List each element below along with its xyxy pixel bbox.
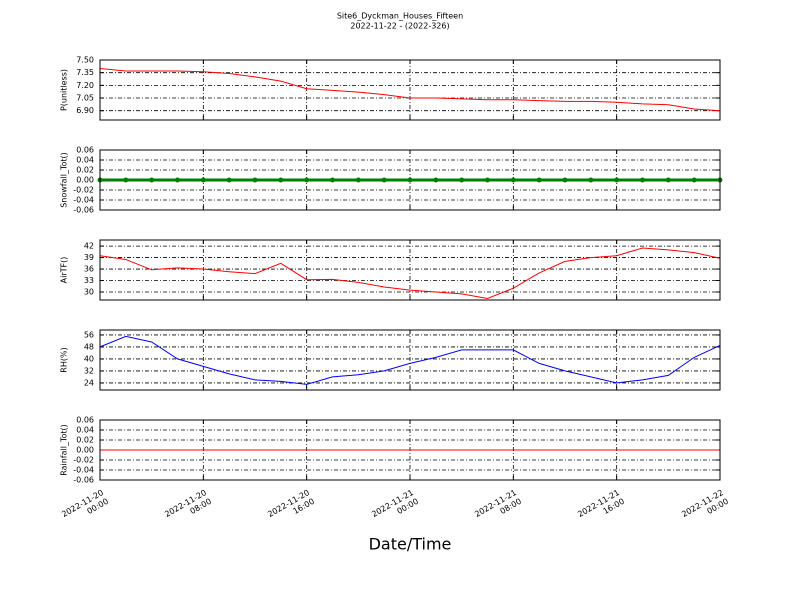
chart-title: Site6_Dyckman_Houses_Fifteen — [337, 12, 463, 21]
y-tick-label: -0.04 — [73, 466, 94, 475]
y-tick-label: 32 — [84, 366, 94, 375]
y-tick-label: 48 — [84, 342, 94, 351]
y-tick-label: 42 — [84, 242, 94, 251]
y-tick-label: 0.00 — [76, 176, 94, 185]
y-tick-label: 30 — [84, 287, 94, 296]
data-point — [665, 177, 671, 183]
data-point — [252, 177, 258, 183]
data-point — [510, 177, 516, 183]
plot-frame — [99, 329, 721, 391]
y-tick-label: 36 — [84, 265, 94, 274]
y-axis-label: P(unitless) — [60, 69, 69, 111]
plot-frame — [99, 419, 721, 481]
data-point — [640, 177, 645, 183]
y-tick-label: 7.20 — [76, 81, 94, 90]
y-tick-label: 0.04 — [76, 426, 94, 435]
chart-subtitle: 2022-11-22 - (2022-326) — [350, 22, 449, 31]
data-point — [200, 177, 206, 183]
y-tick-label: 39 — [84, 253, 94, 262]
data-point — [536, 177, 542, 183]
y-tick-label: 0.06 — [76, 146, 94, 155]
y-tick-label: 7.50 — [76, 56, 94, 65]
y-tick-label: -0.02 — [73, 456, 94, 465]
data-point — [304, 177, 310, 183]
data-point — [278, 177, 284, 183]
data-point — [407, 177, 413, 183]
data-point — [588, 177, 594, 183]
data-point — [330, 177, 335, 183]
data-point — [123, 177, 129, 183]
y-axis-label: Snowfall_Tot() — [60, 152, 69, 208]
data-line — [99, 247, 721, 300]
y-tick-label: -0.06 — [73, 476, 94, 485]
data-point — [226, 177, 232, 183]
y-tick-label: 0.04 — [76, 156, 94, 165]
y-axis-label: RH(%) — [60, 347, 69, 372]
data-point — [175, 177, 180, 183]
data-point — [459, 177, 465, 183]
plot-frame — [99, 149, 721, 211]
data-point — [485, 177, 490, 183]
y-tick-label: 0.06 — [76, 416, 94, 425]
y-tick-label: 0.00 — [76, 446, 94, 455]
y-tick-label: 56 — [84, 330, 94, 339]
data-point — [381, 177, 387, 183]
plot-frame — [99, 59, 721, 121]
y-tick-label: -0.06 — [73, 206, 94, 215]
data-line — [99, 335, 721, 385]
data-point — [355, 177, 361, 183]
y-tick-label: -0.04 — [73, 196, 94, 205]
y-tick-label: 7.35 — [76, 68, 94, 77]
y-tick-label: 0.02 — [76, 166, 94, 175]
y-tick-label: 6.90 — [76, 106, 94, 115]
data-point — [614, 177, 620, 183]
data-point — [562, 177, 568, 183]
data-line — [99, 68, 721, 112]
y-axis-label: Rainfall_Tot() — [60, 424, 69, 476]
data-point — [433, 177, 439, 183]
y-tick-label: 33 — [84, 276, 94, 285]
y-tick-label: 7.05 — [76, 94, 94, 103]
y-tick-label: 0.02 — [76, 436, 94, 445]
y-tick-label: 40 — [84, 354, 94, 363]
plot-frame — [99, 239, 721, 301]
data-point — [149, 177, 155, 183]
y-axis-label: AirTF() — [60, 257, 69, 284]
x-axis-label: Date/Time — [369, 535, 452, 554]
y-tick-label: -0.02 — [73, 186, 94, 195]
data-point — [691, 177, 697, 183]
y-tick-label: 24 — [84, 378, 94, 387]
